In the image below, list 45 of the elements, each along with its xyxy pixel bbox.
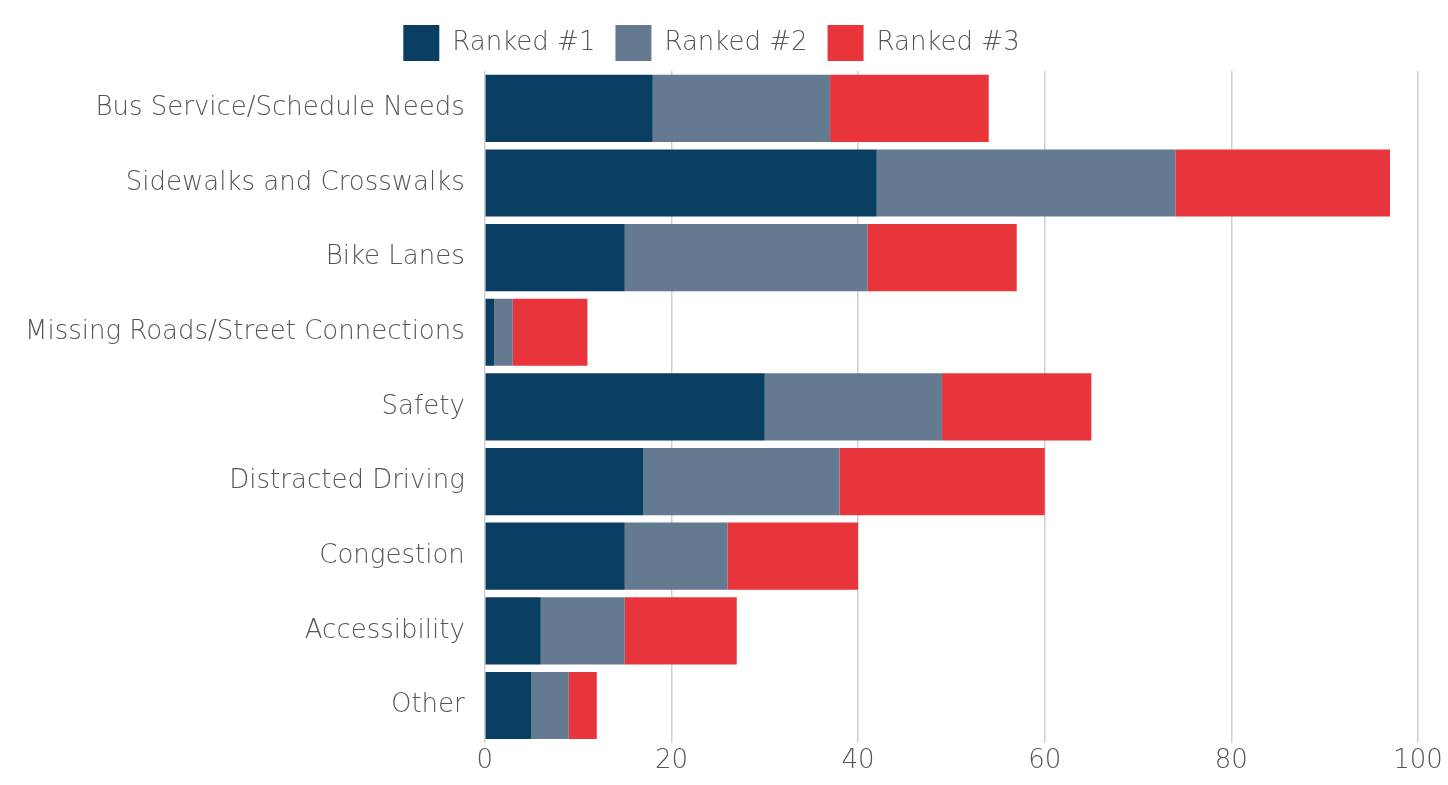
x-tick-label: 80: [1214, 744, 1248, 775]
bar: [942, 373, 1092, 441]
bar: [485, 224, 625, 292]
bar: [876, 149, 1176, 217]
legend-label: Ranked #2: [664, 25, 808, 56]
bar: [830, 74, 989, 142]
bar: [727, 522, 859, 590]
y-tick-label: Sidewalks and Crosswalks: [125, 165, 465, 196]
y-tick-label: Distracted Driving: [229, 464, 465, 495]
bar: [485, 373, 765, 441]
bar: [624, 224, 868, 292]
y-tick-label: Accessibility: [304, 613, 465, 644]
legend-label: Ranked #3: [876, 25, 1020, 56]
bar: [764, 373, 943, 441]
bar: [531, 671, 569, 740]
bar: [624, 522, 728, 590]
bar: [485, 298, 495, 366]
y-tick-label: Congestion: [319, 538, 465, 569]
y-tick-label: Missing Roads/Street Connections: [24, 315, 465, 346]
legend-label: Ranked #1: [452, 25, 596, 56]
y-tick-label: Bike Lanes: [325, 240, 465, 271]
y-tick-label: Other: [390, 688, 466, 719]
bar: [485, 597, 541, 665]
bar: [652, 74, 831, 142]
x-tick-label: 0: [476, 744, 494, 775]
bar: [1175, 149, 1390, 217]
bar: [485, 74, 653, 142]
bar: [624, 597, 737, 665]
bar: [485, 447, 644, 516]
bar: [485, 149, 877, 217]
bar: [485, 671, 532, 740]
x-tick-label: 40: [841, 744, 875, 775]
y-tick-label: Safety: [381, 389, 465, 420]
bar: [485, 522, 625, 590]
bar: [568, 671, 597, 740]
bar: [867, 224, 1017, 292]
bar: [839, 447, 1045, 516]
x-tick-label: 100: [1393, 744, 1443, 775]
bar: [494, 298, 513, 366]
x-tick-label: 60: [1028, 744, 1062, 775]
y-tick-label: Bus Service/Schedule Needs: [95, 91, 465, 122]
bar: [512, 298, 588, 366]
bar: [643, 447, 840, 516]
x-tick-label: 20: [654, 744, 688, 775]
bar: [540, 597, 625, 665]
